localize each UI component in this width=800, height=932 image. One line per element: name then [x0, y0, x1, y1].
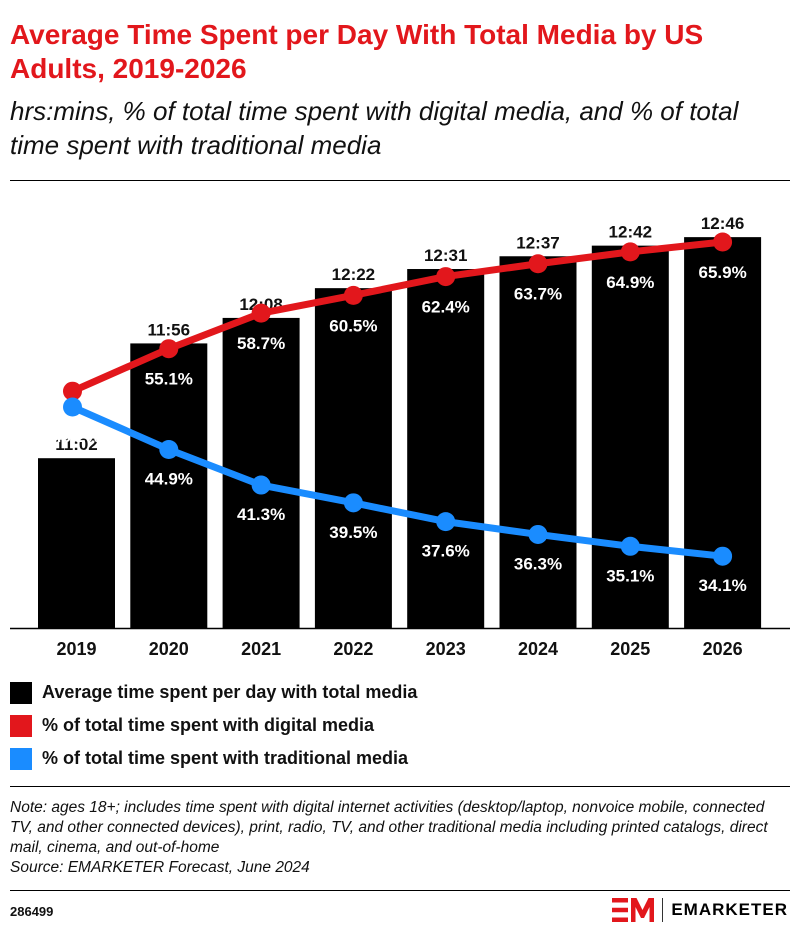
chart-subtitle: hrs:mins, % of total time spent with dig… [10, 96, 739, 160]
data-label: 50.8% [52, 347, 100, 366]
brand-logo[interactable]: EMARKETER [611, 898, 788, 922]
footer-divider [10, 786, 790, 787]
data-label: 55.1% [145, 370, 193, 389]
data-label: 49.2% [52, 427, 100, 446]
traditional-point [620, 536, 640, 556]
x-tick-label: 2024 [518, 639, 558, 659]
x-tick-label: 2022 [333, 639, 373, 659]
digital-point [63, 381, 82, 401]
source-text: Source: EMARKETER Forecast, June 2024 [10, 859, 310, 876]
digital-series-line [69, 238, 727, 395]
bottom-divider [10, 890, 790, 891]
legend-swatch-red [10, 714, 32, 737]
chart-area: 11:02201911:56202012:08202112:22202212:3… [10, 214, 790, 659]
data-label: 41.3% [237, 505, 285, 524]
x-tick-label: 2023 [426, 639, 466, 659]
legend-item-digital: % of total time spent with digital media [10, 709, 417, 742]
x-tick-label: 2025 [610, 639, 650, 659]
traditional-point [713, 546, 733, 566]
data-label: 36.3% [514, 554, 562, 573]
digital-point [159, 339, 179, 359]
x-tick-label: 2020 [149, 639, 189, 659]
x-tick-label: 2026 [703, 639, 743, 659]
legend-swatch-black [10, 681, 32, 704]
data-label: 39.5% [329, 523, 377, 542]
em-logo-icon [611, 898, 654, 922]
bar-value-label: 11:56 [148, 320, 191, 339]
traditional-point [343, 493, 363, 513]
bar-value-label: 12:31 [424, 246, 467, 265]
data-label: 35.1% [606, 566, 654, 585]
bar-value-label: 12:37 [516, 233, 559, 252]
digital-point [620, 242, 640, 262]
digital-point [343, 285, 363, 305]
data-label: 65.9% [698, 263, 746, 282]
digital-point [436, 267, 456, 287]
traditional-point [251, 475, 271, 495]
digital-point [713, 232, 733, 252]
brand-divider [661, 898, 664, 922]
bar-value-label: 11:02 [55, 435, 98, 454]
bar-2024 [499, 256, 577, 628]
bar-2020 [130, 343, 208, 628]
bar-2019 [38, 458, 115, 628]
bar-value-label: 12:46 [701, 214, 744, 233]
traditional-point [159, 439, 179, 459]
legend: Average time spent per day with total me… [10, 676, 417, 775]
data-label: 34.1% [698, 576, 746, 595]
brand-name: EMARKETER [671, 900, 788, 919]
bar-value-label: 12:22 [332, 265, 375, 284]
footnote: Note: ages 18+; includes time spent with… [10, 798, 790, 878]
note-text: Note: ages 18+; includes time spent with… [10, 799, 768, 856]
bar-2026 [684, 237, 762, 629]
traditional-point [436, 512, 456, 532]
legend-label: Average time spent per day with total me… [42, 682, 418, 702]
legend-label: % of total time spent with traditional m… [42, 748, 409, 768]
traditional-point [63, 397, 82, 417]
data-label: 63.7% [514, 285, 562, 304]
traditional-series-line [69, 403, 727, 560]
legend-label: % of total time spent with digital media [42, 715, 375, 735]
top-divider [10, 180, 790, 181]
legend-item-total-time: Average time spent per day with total me… [10, 676, 417, 709]
bar-2025 [591, 245, 669, 628]
data-label: 60.5% [329, 316, 377, 335]
x-tick-label: 2019 [56, 639, 96, 659]
bar-2022 [314, 288, 392, 628]
data-label: 37.6% [422, 542, 470, 561]
chart-title: Average Time Spent per Day With Total Me… [10, 19, 704, 84]
data-label: 64.9% [606, 273, 654, 292]
x-tick-label: 2021 [241, 639, 281, 659]
bar-value-label: 12:42 [609, 223, 652, 242]
traditional-point [528, 524, 548, 544]
digital-point [251, 303, 271, 323]
data-label: 44.9% [145, 469, 193, 488]
chart-id: 286499 [10, 904, 54, 919]
digital-point [528, 254, 548, 274]
data-label: 62.4% [422, 298, 470, 317]
data-label: 58.7% [237, 334, 285, 353]
legend-item-traditional: % of total time spent with traditional m… [10, 742, 417, 775]
legend-swatch-blue [10, 747, 32, 770]
bar-2023 [407, 269, 485, 628]
